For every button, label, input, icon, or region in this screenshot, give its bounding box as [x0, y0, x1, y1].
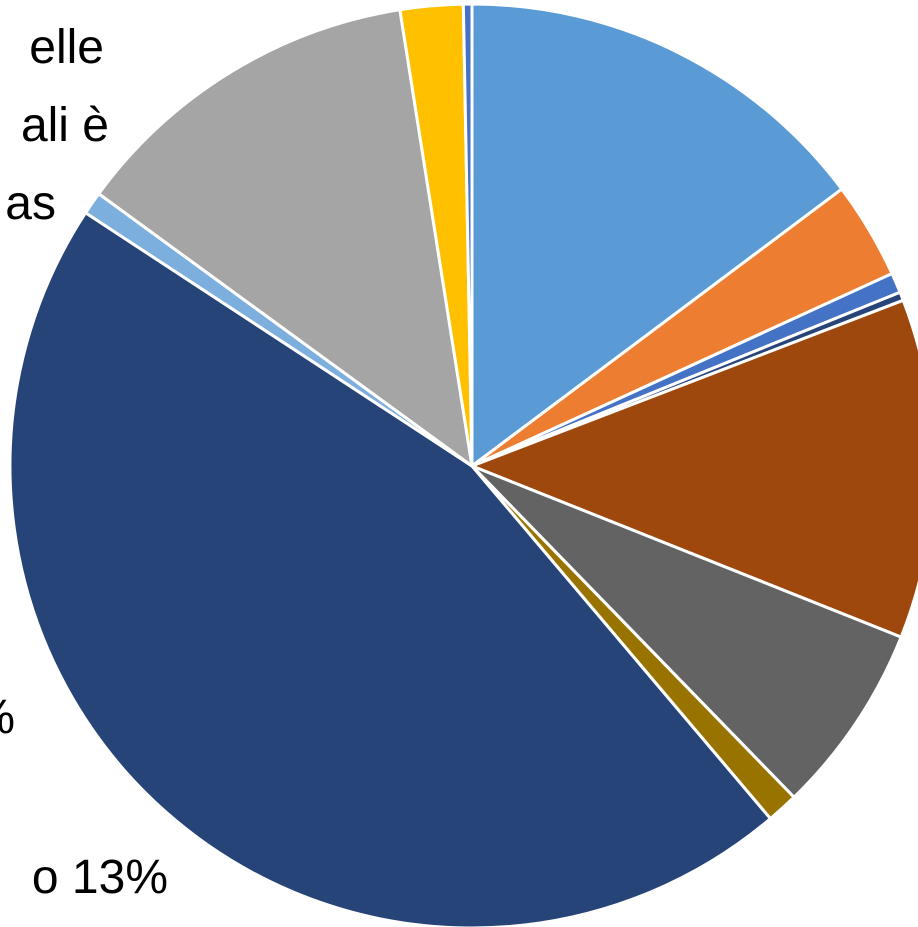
data-label-fragment: % [0, 690, 15, 746]
pie-slice-5 [470, 298, 918, 639]
data-label-fragment: elle [29, 21, 104, 74]
data-label-fragment: ali è [20, 99, 109, 152]
pie-slice-8 [8, 211, 772, 927]
data-label-fragment: as [5, 177, 56, 230]
data-label-fragment: o 13% [31, 851, 168, 904]
pie-slice-6 [470, 464, 903, 799]
pie-slice-1 [470, 2, 844, 468]
pie-slice-12 [461, 2, 474, 468]
pie-slice-10 [97, 8, 474, 468]
